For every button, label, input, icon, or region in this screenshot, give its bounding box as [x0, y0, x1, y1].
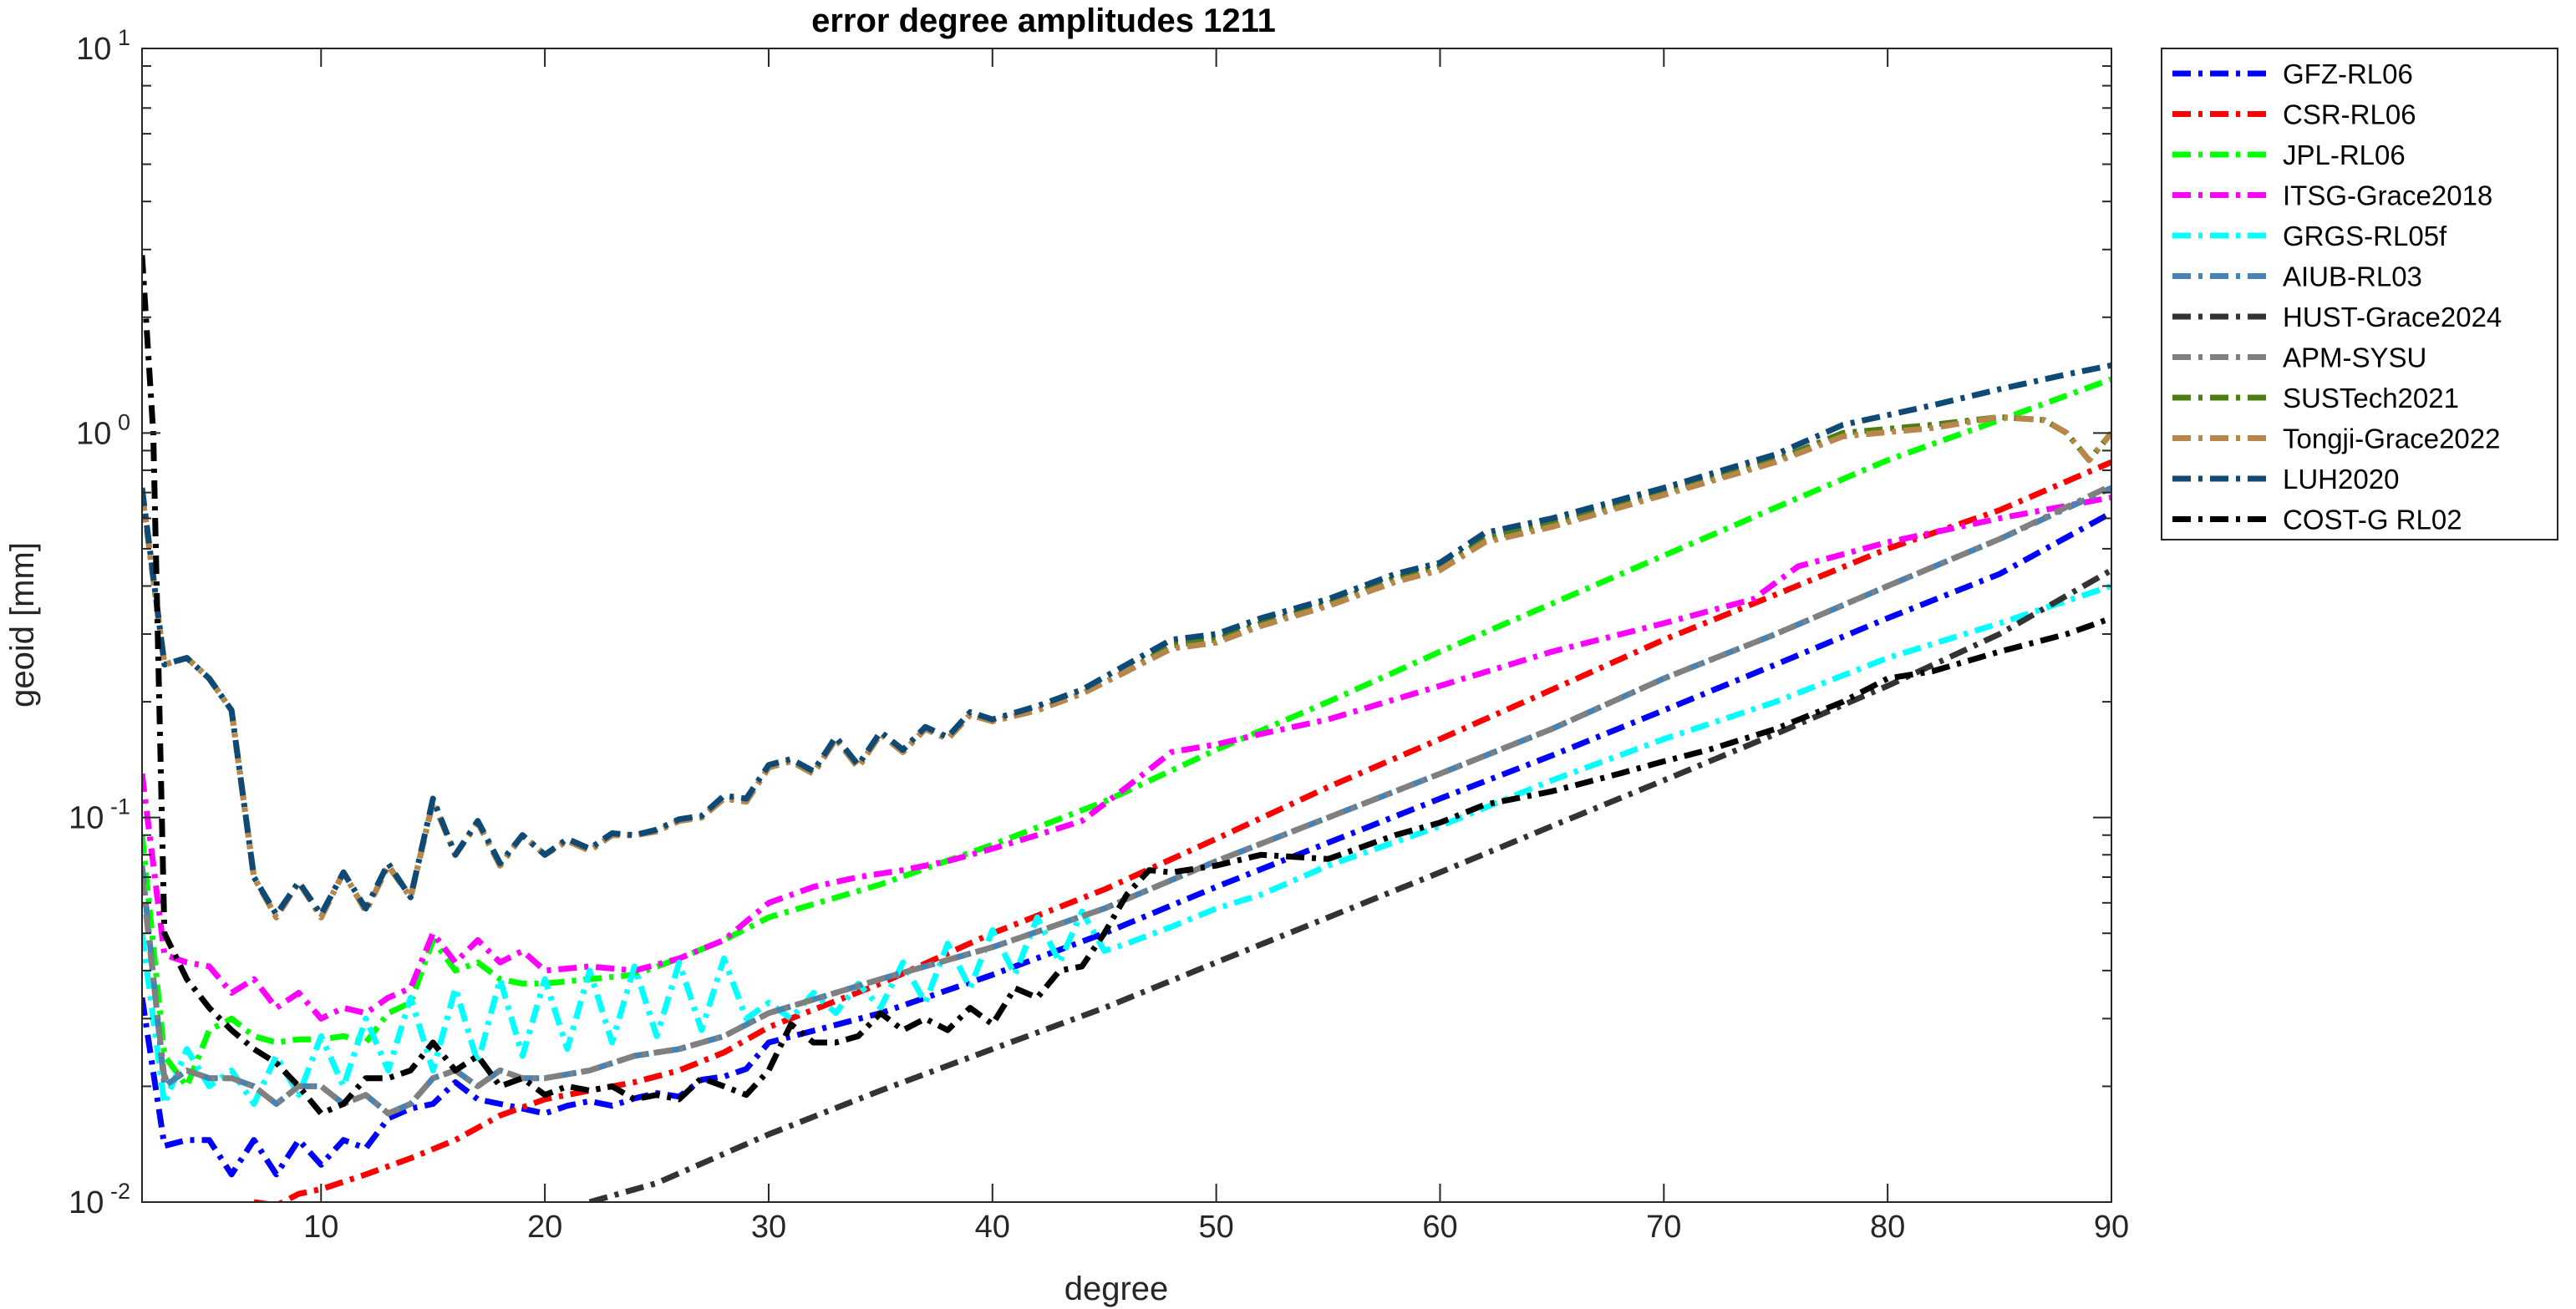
x-tick-label: 30	[751, 1210, 786, 1245]
legend-label: CSR-RL06	[2283, 99, 2416, 130]
legend-label: ITSG-Grace2018	[2283, 180, 2492, 211]
y-tick-label: 10 -1	[69, 794, 130, 836]
series-line-4	[142, 494, 2111, 1022]
series-line-3	[142, 376, 2111, 1089]
series-layer	[142, 255, 2111, 1202]
y-tick-label: 10 1	[76, 25, 130, 67]
series-line-7	[588, 567, 2111, 1202]
legend: GFZ-RL06 CSR-RL06 JPL-RL06 ITSG-Grace2018 GR…	[2161, 48, 2558, 540]
x-tick-label: 50	[1198, 1210, 1233, 1245]
x-tick-label: 80	[1870, 1210, 1905, 1245]
legend-box	[2161, 48, 2558, 540]
legend-label: Tongji-Grace2022	[2283, 424, 2501, 454]
x-tick-label: 90	[2094, 1210, 2129, 1245]
series-line-2	[253, 459, 2111, 1202]
legend-entries: GFZ-RL06 CSR-RL06 JPL-RL06 ITSG-Grace2018 GR…	[2172, 58, 2502, 535]
y-tick-label: 10 -2	[69, 1179, 130, 1220]
x-tick-label: 40	[975, 1210, 1010, 1245]
y-axis-label: geoid [mm]	[4, 542, 41, 708]
series-line-5	[142, 583, 2111, 1107]
plot-frame	[141, 48, 2112, 1203]
legend-label: SUSTech2021	[2283, 383, 2459, 414]
legend-label: COST-G RL02	[2283, 505, 2462, 535]
series-line-10	[142, 414, 2111, 921]
x-tick-label: 70	[1646, 1210, 1681, 1245]
legend-label: LUH2020	[2283, 464, 2399, 495]
series-line-8	[142, 483, 2111, 1117]
legend-label: JPL-RL06	[2283, 140, 2406, 170]
series-line-1	[142, 510, 2111, 1178]
series-line-11	[142, 362, 2111, 918]
legend-label: AIUB-RL03	[2283, 261, 2422, 292]
legend-label: APM-SYSU	[2283, 342, 2426, 373]
x-axis-label: degree	[1064, 1271, 1169, 1307]
legend-label: GRGS-RL05f	[2283, 221, 2447, 251]
legend-label: HUST-Grace2024	[2283, 302, 2502, 332]
x-tick-label: 10	[303, 1210, 338, 1245]
series-line-6	[142, 485, 2111, 1117]
x-tick-label: 60	[1422, 1210, 1457, 1245]
legend-label: GFZ-RL06	[2283, 58, 2413, 89]
y-tick-label: 10 0	[76, 409, 130, 451]
ticks-layer: 10 20 30 40 50 60 70 80 90 10 -2 10 -1 10 0 10 1	[69, 25, 2129, 1245]
series-line-12	[142, 255, 2111, 1117]
x-tick-label: 20	[527, 1210, 562, 1245]
chart-title: error degree amplitudes 1211	[811, 3, 1276, 39]
